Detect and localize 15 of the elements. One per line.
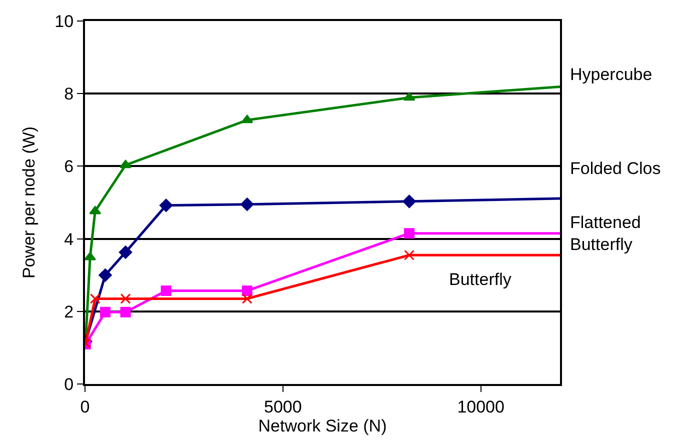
y-tick-label: 10 xyxy=(54,12,74,31)
text: Hypercube xyxy=(570,65,652,84)
y-tick-label: 4 xyxy=(64,230,74,249)
x-tick-label: 10000 xyxy=(457,397,504,416)
x-tick-label: 5000 xyxy=(264,397,302,416)
y-tick-label: 8 xyxy=(64,84,74,104)
y-tick-label: 2 xyxy=(64,302,74,322)
y-axis-title: Power per node (W) xyxy=(20,126,39,279)
y-tick-label: 6 xyxy=(64,157,74,176)
text: Folded Clos xyxy=(570,159,661,178)
text: Butterfly xyxy=(449,270,512,289)
x-axis-title: Network Size (N) xyxy=(258,416,387,436)
x-tick-label: 0 xyxy=(80,397,90,416)
y-tick-label: 0 xyxy=(64,374,74,394)
text: Flattened Butterfly xyxy=(570,213,641,254)
